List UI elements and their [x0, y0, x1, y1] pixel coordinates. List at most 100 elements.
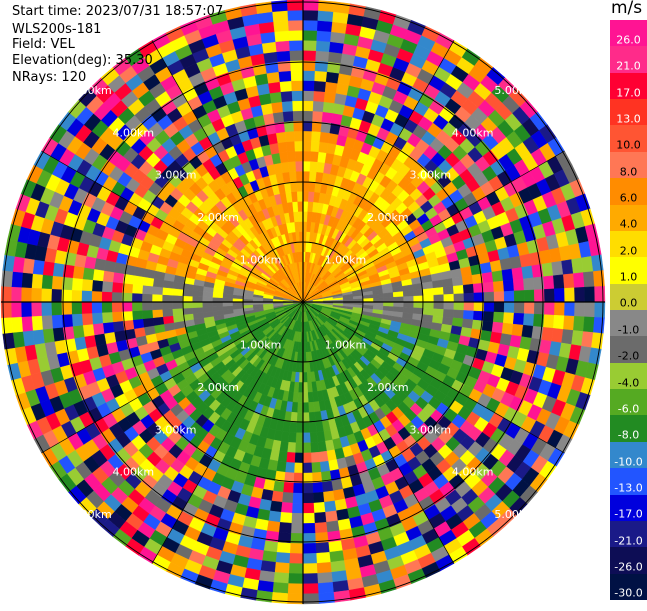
velocity-gate [309, 421, 317, 433]
velocity-gate [21, 272, 33, 289]
range-ring-label: 5.00km [494, 508, 536, 521]
colorbar-tick-label: -6.0 [617, 402, 640, 416]
velocity-gate [202, 301, 213, 308]
velocity-gate [260, 31, 276, 44]
velocity-gate [294, 452, 304, 464]
velocity-gate [282, 481, 294, 494]
velocity-gate [260, 560, 276, 573]
velocity-gate [133, 326, 146, 338]
velocity-gate [413, 295, 425, 303]
instrument-label: WLS200s-181 [12, 22, 102, 37]
velocity-gate [313, 90, 326, 103]
velocity-gate [261, 550, 277, 563]
velocity-gate [563, 273, 575, 289]
velocity-gate [432, 287, 444, 296]
velocity-gate [403, 295, 414, 303]
velocity-gate [325, 71, 340, 84]
velocity-gate [102, 321, 115, 334]
velocity-gate [315, 40, 331, 52]
velocity-gate [302, 512, 315, 524]
velocity-gate [503, 301, 515, 314]
velocity-gate [288, 161, 297, 173]
velocity-gate [330, 31, 346, 44]
velocity-gate [289, 171, 297, 183]
velocity-gate [172, 308, 184, 316]
colorbar-tick-label: 0.0 [619, 296, 638, 310]
range-ring-label: 4.00km [113, 126, 155, 139]
velocity-gate [302, 442, 312, 454]
velocity-gate [432, 308, 444, 317]
velocity-gate [277, 141, 288, 154]
velocity-gate [521, 265, 534, 280]
velocity-gate [297, 201, 304, 212]
velocity-gate [302, 573, 319, 585]
colorbar: 26.0 21.0 17.0 13.0 10.0 8.0 6.0 4.0 2.0 1.0 0.0 -1… [610, 20, 647, 601]
velocity-gate [72, 265, 85, 280]
velocity-gate [289, 553, 304, 564]
velocity-gate [296, 180, 304, 192]
velocity-gate [423, 294, 435, 303]
velocity-gate [310, 150, 320, 163]
velocity-gate [573, 272, 585, 289]
velocity-gate [403, 301, 414, 309]
velocity-gate [441, 278, 454, 288]
velocity-gate [271, 490, 284, 503]
velocity-gate [433, 294, 445, 303]
velocity-gate [290, 522, 304, 534]
velocity-gate [272, 582, 289, 594]
range-ring-label: 2.00km [197, 381, 239, 394]
velocity-gate [543, 275, 555, 290]
velocity-gate [452, 309, 465, 320]
velocity-gate [314, 70, 328, 82]
velocity-gate [102, 270, 115, 283]
velocity-gate [279, 151, 289, 164]
velocity-gate [289, 543, 304, 554]
velocity-gate [302, 180, 310, 192]
velocity-gate [162, 287, 174, 296]
velocity-gate [583, 271, 595, 288]
range-ring-label: 4.00km [452, 126, 494, 139]
velocity-gate [142, 317, 155, 328]
velocity-gate [302, 412, 310, 424]
velocity-gate [462, 283, 475, 294]
velocity-gate [302, 482, 314, 494]
velocity-gate [373, 297, 384, 303]
velocity-gate [563, 315, 575, 331]
velocity-gate [551, 328, 564, 344]
velocity-gate [491, 321, 504, 334]
velocity-gate [316, 20, 333, 32]
velocity-gate [302, 432, 311, 444]
velocity-gate [541, 327, 554, 342]
velocity-gate [311, 130, 322, 143]
velocity-gate [222, 305, 234, 311]
velocity-gate [31, 273, 43, 289]
velocity-gate [171, 294, 183, 303]
velocity-gate [282, 110, 294, 123]
colorbar-tick-label: 13.0 [616, 112, 641, 126]
velocity-gate [481, 271, 494, 284]
range-ring-label: 1.00km [240, 338, 282, 351]
velocity-gate [584, 301, 596, 318]
range-ring-label: 3.00km [155, 423, 197, 436]
velocity-gate [202, 306, 214, 313]
velocity-gate [171, 301, 183, 310]
velocity-gate [273, 572, 290, 584]
velocity-gate [292, 201, 299, 213]
velocity-gate [302, 452, 312, 464]
velocity-gate [302, 543, 317, 554]
velocity-gate [553, 314, 565, 330]
velocity-gate [285, 451, 296, 464]
velocity-gate [292, 110, 304, 122]
velocity-gate [222, 301, 233, 307]
velocity-gate [327, 459, 339, 472]
velocity-gate [293, 462, 304, 474]
velocity-gate [151, 285, 164, 295]
velocity-gate [521, 324, 534, 339]
velocity-gate [289, 50, 304, 61]
velocity-gate [564, 301, 576, 317]
velocity-gate [317, 582, 334, 594]
velocity-gate [491, 270, 504, 283]
velocity-gate [161, 294, 173, 303]
velocity-gate [482, 311, 495, 323]
